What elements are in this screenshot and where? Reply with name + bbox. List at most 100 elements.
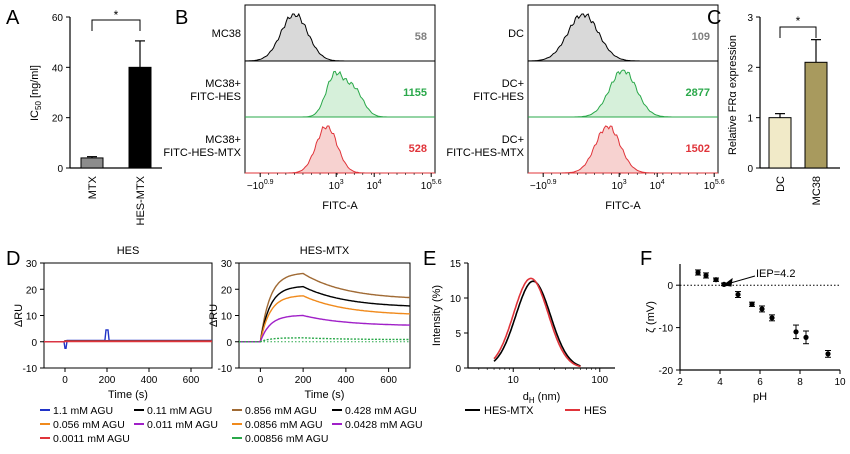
c-y-tick-label: 2 [747,63,753,74]
d-hes-line-blue [44,329,212,349]
f-x-axis-label: pH [753,391,767,403]
d-hes-mtx-y-axis-label: ΔRU [208,304,220,327]
e-x-tick-label: 10 [508,375,520,386]
f-y-axis-label: ζ (mV) [645,301,657,333]
d-hes-x-tick-label: 400 [141,375,158,386]
b-mc38-row-label: MC38 [212,28,241,40]
f-data-point [703,272,709,279]
b-dc-row-label-line1: DC+ [502,134,524,146]
d-legend-label-4: 0.056 mM AGU [53,419,125,431]
e-y-axis-label: Intensity (%) [431,285,443,346]
b-dc-histogram-grey [527,13,718,62]
a-bar [128,66,152,169]
a-significance-bracket [91,19,141,31]
b-dc-row-label-line2: FITC-HES [473,91,524,103]
b-mc38-row-label-line1: MC38+ [205,78,241,90]
b-mc38-x-tick-label: 103 [329,179,344,192]
d-legend-label-3: 0.428 mM AGU [345,405,417,417]
d-hes-mtx-line-orange [239,295,411,343]
c-bar [768,117,792,169]
d-hes-mtx-x-axis-label: Time (s) [305,389,345,401]
d-hes-y-tick-label: 20 [26,285,38,296]
d-hes-mtx-x-tick-label: 600 [380,375,397,386]
d-hes-mtx-line-black [239,285,410,343]
d-hes-mtx-y-tick-label: 0 [226,338,232,349]
b-dc-x-tick-label: 105.6 [704,179,725,192]
f-data-point [803,334,809,340]
b-mc38-row-label-line1: MC38+ [205,134,241,146]
f-x-tick-label: 2 [677,377,683,388]
e-y-tick-label: 10 [450,294,462,305]
b-mc38-value-green: 1155 [403,87,427,99]
b-mc38-x-tick-label: 104 [367,179,382,192]
f-data-point [825,351,831,357]
b-dc-row-label-line2: FITC-HES-MTX [446,147,524,159]
f-x-tick-label: 10 [834,377,846,388]
f-x-tick-label: 6 [757,377,763,388]
f-data-point [695,269,701,276]
e-y-tick-label: 0 [455,364,461,375]
e-y-tick-label: 5 [455,329,461,340]
b-mc38-histogram-red [245,125,435,174]
e-x-tick-label: 100 [591,375,608,386]
b-mc38-row-label-line2: FITC-HES-MTX [163,147,241,159]
d-hes-mtx-y-tick-label: 30 [221,259,233,270]
b-mc38-x-axis-label: FITC-A [322,200,358,212]
f-data-point [749,301,755,307]
d-hes-title: HES [117,245,140,257]
d-legend-label-2: 0.856 mM AGU [245,405,317,417]
c-significance-star: * [796,14,801,28]
panel-letter-e: E [423,248,436,270]
d-hes-mtx-title: HES-MTX [300,245,350,257]
b-dc-x-axis-label: FITC-A [605,200,641,212]
f-annotation-arrowhead [722,277,733,287]
d-hes-mtx-y-tick-label: 10 [221,312,233,323]
a-y-tick-label: 40 [52,63,64,74]
b-dc-row-label: DC [508,28,524,40]
b-mc38-value-red: 528 [409,143,427,155]
f-y-tick-label: -20 [659,366,674,377]
panel-letter-b: B [175,7,188,29]
f-data-point [735,291,741,298]
b-dc-x-tick-label: −100.9 [530,179,557,192]
b-mc38-value-grey: 58 [415,31,427,43]
d-legend-label-6: 0.0856 mM AGU [245,419,323,431]
b-dc-histogram-red [528,125,718,174]
d-hes-x-axis-label: Time (s) [108,389,148,401]
b-dc-value-green: 2877 [686,87,710,99]
c-y-axis-label: Relative FRα expression [727,35,739,155]
f-x-tick-label: 4 [717,377,723,388]
b-mc38-histogram-green [245,70,435,118]
e-line-hes-mtx [493,280,581,367]
d-legend-label-7: 0.0428 mM AGU [345,419,423,431]
c-category-label: DC [775,176,787,192]
f-data-point [793,329,799,335]
b-dc-x-tick-label: 103 [612,179,627,192]
d-hes-mtx-x-tick-label: 400 [338,375,355,386]
d-hes-y-axis-label: ΔRU [13,304,25,327]
c-category-label: MC38 [811,176,823,205]
a-significance-star: * [114,8,119,22]
e-legend-label-hes: HES [584,405,607,417]
a-y-tick-label: 60 [52,13,64,24]
a-y-tick-label: 0 [57,164,63,175]
c-y-tick-label: 3 [747,13,753,24]
d-hes-y-tick-label: -10 [23,364,38,375]
f-y-tick-label: 0 [667,281,673,292]
a-category-label: MTX [87,175,99,199]
panel-letter-c: C [707,7,721,29]
b-dc-value-red: 1502 [686,143,710,155]
panel-letter-a: A [6,7,20,29]
b-dc-x-tick-label: 104 [650,179,665,192]
f-data-point [759,306,765,312]
panel-letter-f: F [640,248,652,270]
d-hes-x-tick-label: 0 [62,375,68,386]
b-dc-histogram-green [528,69,718,118]
a-y-axis-label-visual: IC50 [ng/ml] [29,65,43,121]
b-mc38-x-tick-label: 105.6 [421,179,442,192]
d-hes-mtx-y-tick-label: -10 [218,364,233,375]
panel-letter-d: D [6,248,20,270]
d-hes-x-tick-label: 600 [183,375,200,386]
f-x-tick-label: 8 [797,377,803,388]
